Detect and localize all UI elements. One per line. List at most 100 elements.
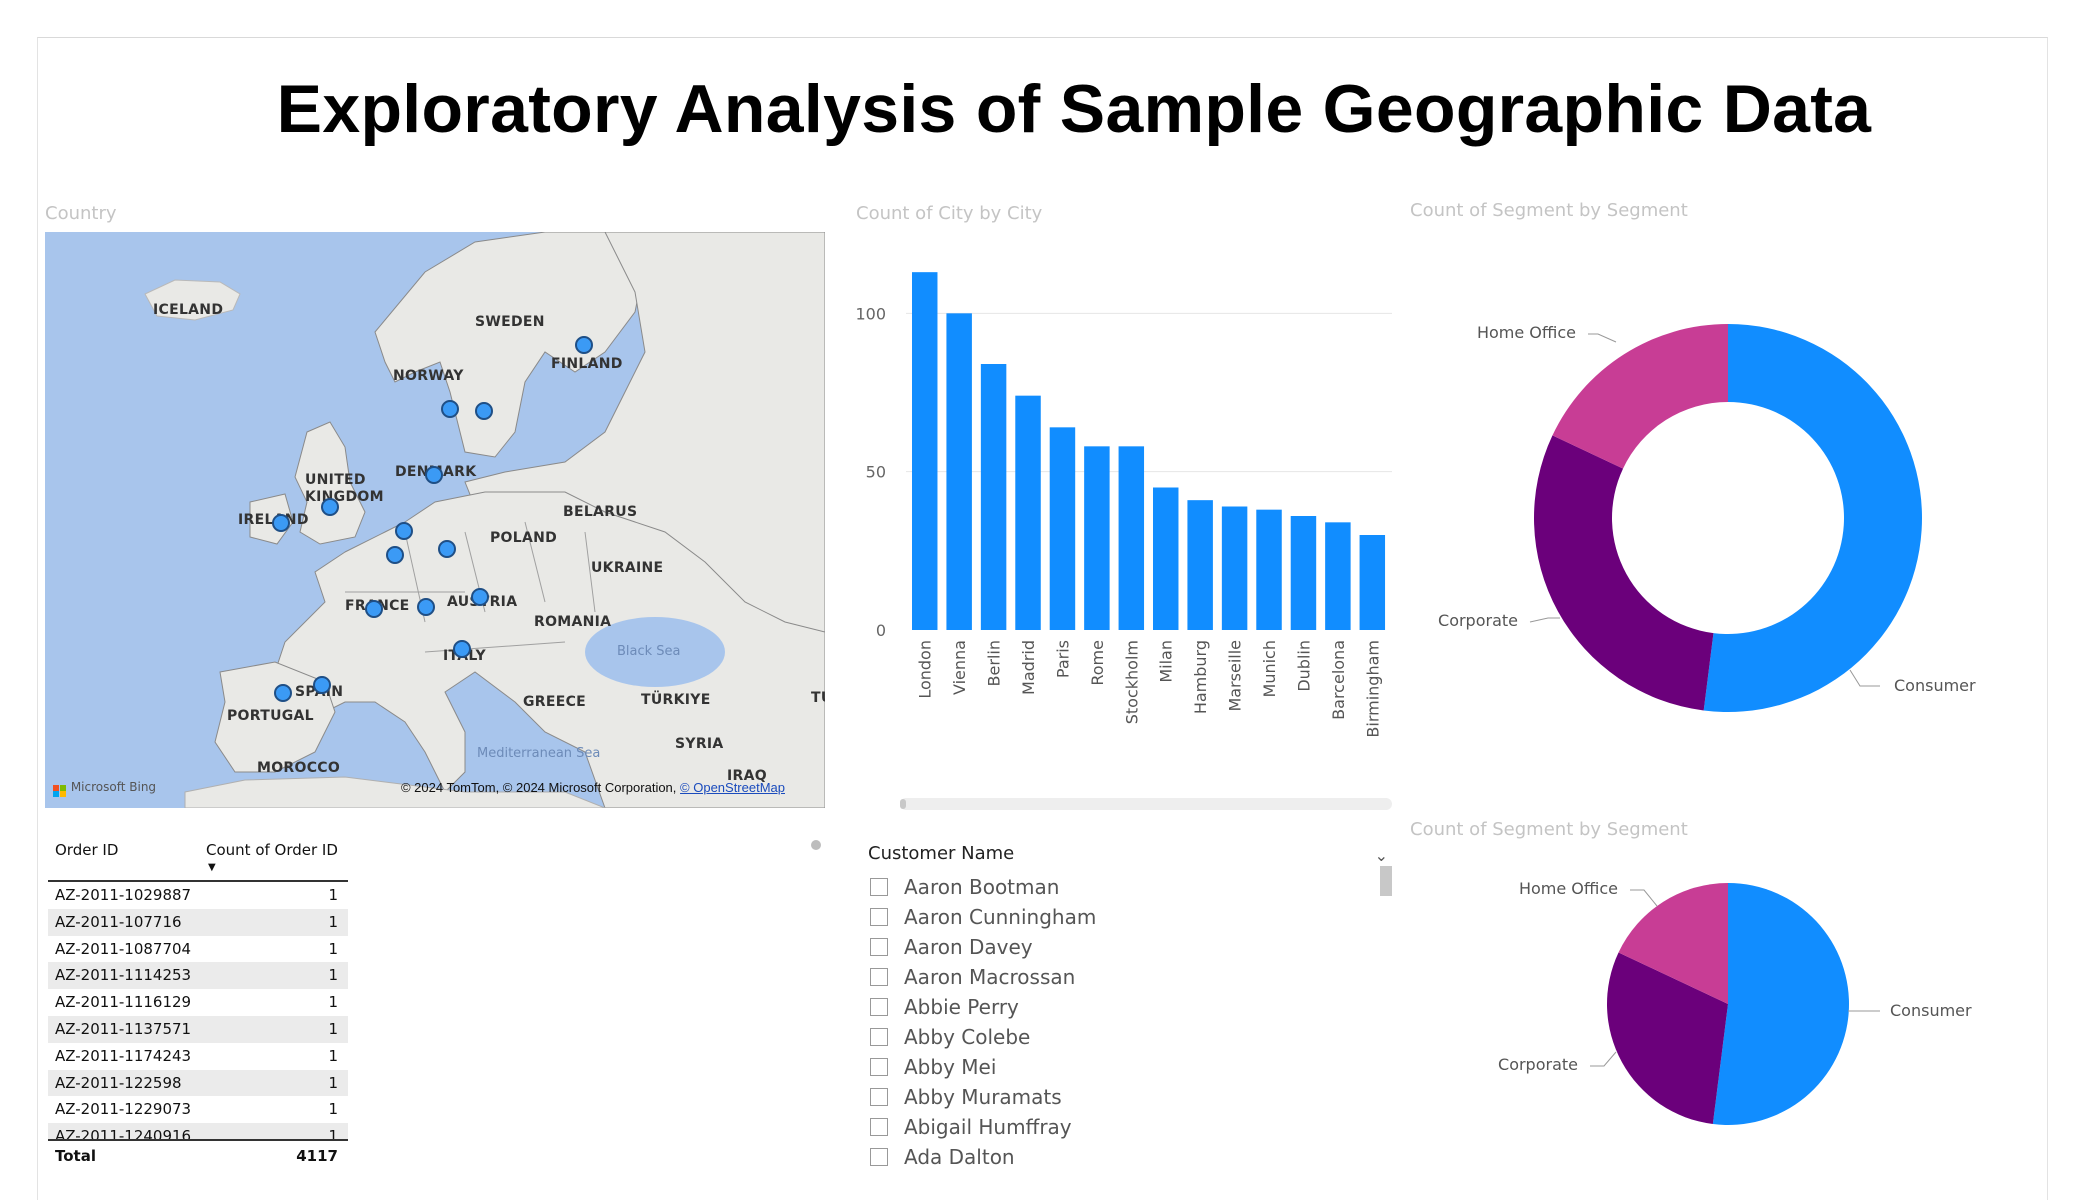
bar[interactable] bbox=[912, 272, 938, 630]
bar[interactable] bbox=[1118, 446, 1145, 630]
x-tick-label: Madrid bbox=[1019, 640, 1038, 695]
slice[interactable] bbox=[1712, 883, 1850, 1125]
openstreetmap-link[interactable]: © OpenStreetMap bbox=[680, 780, 785, 795]
checkbox[interactable] bbox=[870, 968, 888, 986]
bar[interactable] bbox=[980, 364, 1007, 630]
count-cell: 1 bbox=[328, 1073, 338, 1092]
map-marker[interactable] bbox=[453, 640, 471, 658]
bar[interactable] bbox=[1221, 506, 1248, 631]
total-value: 4117 bbox=[296, 1147, 338, 1166]
column-header-order-id[interactable]: Order ID bbox=[55, 841, 119, 859]
table-row[interactable]: AZ-2011-1137571 1 bbox=[48, 1015, 348, 1043]
slicer-item[interactable]: Abby Muramats bbox=[868, 1082, 1398, 1112]
bar-chart[interactable]: 0 50 100 London Vienna Berlin Madrid Paris Rome S… bbox=[846, 240, 1406, 800]
map-marker[interactable] bbox=[471, 588, 489, 606]
map-marker[interactable] bbox=[365, 600, 383, 618]
slice[interactable] bbox=[1703, 324, 1923, 712]
chevron-down-icon[interactable]: ⌄ bbox=[1374, 846, 1388, 865]
table-row[interactable]: AZ-2011-1029887 1 bbox=[48, 882, 348, 909]
map-marker[interactable] bbox=[438, 540, 456, 558]
map-marker[interactable] bbox=[475, 402, 493, 420]
table-row[interactable]: AZ-2011-1087704 1 bbox=[48, 936, 348, 963]
slicer-scrollbar[interactable] bbox=[1380, 866, 1392, 896]
slice[interactable] bbox=[1534, 435, 1714, 711]
slicer-item[interactable]: Aaron Bootman bbox=[868, 872, 1398, 902]
table-row[interactable]: AZ-2011-1116129 1 bbox=[48, 989, 348, 1016]
order-id-cell: AZ-2011-1240916 bbox=[55, 1127, 192, 1140]
bar[interactable] bbox=[1084, 446, 1110, 630]
bar[interactable] bbox=[1015, 395, 1041, 630]
checkbox[interactable] bbox=[870, 878, 888, 896]
pie-chart[interactable]: Consumer Corporate Home Office bbox=[1410, 860, 2030, 1160]
bar-chart-scrollbar[interactable] bbox=[900, 798, 1392, 810]
count-cell: 1 bbox=[328, 939, 338, 958]
bar[interactable] bbox=[1359, 535, 1386, 630]
slice[interactable] bbox=[1618, 883, 1728, 1004]
donut-chart[interactable]: Consumer Corporate Home Office bbox=[1410, 290, 2030, 740]
checkbox[interactable] bbox=[870, 1088, 888, 1106]
table-row[interactable]: AZ-2011-1229073 1 bbox=[48, 1096, 348, 1123]
slicer-item[interactable]: Abby Colebe bbox=[868, 1022, 1398, 1052]
slice[interactable] bbox=[1552, 324, 1728, 469]
bar[interactable] bbox=[1325, 522, 1351, 630]
bar[interactable] bbox=[1049, 427, 1076, 630]
scrollbar-thumb[interactable] bbox=[900, 799, 906, 809]
column-header-count[interactable]: Count of Order ID bbox=[206, 841, 338, 859]
count-cell: 1 bbox=[328, 1100, 338, 1119]
checkbox[interactable] bbox=[870, 1148, 888, 1166]
checkbox[interactable] bbox=[870, 998, 888, 1016]
x-tick-label: London bbox=[916, 640, 935, 699]
x-tick-label: Birmingham bbox=[1363, 640, 1382, 738]
slicer-item[interactable]: Ada Dalton bbox=[868, 1142, 1398, 1172]
donut-chart-title: Count of Segment by Segment bbox=[1410, 200, 1688, 221]
bar[interactable] bbox=[946, 313, 972, 630]
map-marker[interactable] bbox=[313, 676, 331, 694]
table-row[interactable]: AZ-2011-1114253 1 bbox=[48, 962, 348, 990]
table-row[interactable]: AZ-2011-107716 1 bbox=[48, 908, 348, 936]
bar[interactable] bbox=[1256, 509, 1282, 630]
slice[interactable] bbox=[1607, 952, 1728, 1125]
map-label-sweden: SWEDEN bbox=[475, 314, 545, 330]
map-marker[interactable] bbox=[272, 514, 290, 532]
x-tick-label: Barcelona bbox=[1329, 640, 1348, 720]
bar[interactable] bbox=[1187, 500, 1213, 630]
order-id-cell: AZ-2011-1137571 bbox=[55, 1019, 192, 1038]
table-row[interactable]: AZ-2011-1174243 1 bbox=[48, 1043, 348, 1070]
map-marker[interactable] bbox=[321, 498, 339, 516]
order-id-cell: AZ-2011-1116129 bbox=[55, 993, 192, 1012]
visual-options-dot[interactable] bbox=[811, 840, 821, 850]
slicer-item[interactable]: Abbie Perry bbox=[868, 992, 1398, 1022]
map-marker[interactable] bbox=[395, 522, 413, 540]
y-tick-label: 0 bbox=[876, 621, 886, 640]
bar[interactable] bbox=[1290, 516, 1317, 630]
map-marker[interactable] bbox=[417, 598, 435, 616]
map-marker[interactable] bbox=[425, 466, 443, 484]
slice-label: Corporate bbox=[1498, 1055, 1578, 1074]
checkbox[interactable] bbox=[870, 1028, 888, 1046]
slicer-item[interactable]: Abby Mei bbox=[868, 1052, 1398, 1082]
slicer-item[interactable]: Aaron Davey bbox=[868, 932, 1398, 962]
checkbox[interactable] bbox=[870, 1118, 888, 1136]
map-marker[interactable] bbox=[441, 400, 459, 418]
slicer-item-label: Aaron Bootman bbox=[904, 875, 1060, 899]
slicer-header[interactable]: Customer Name ⌄ bbox=[868, 836, 1398, 872]
map-marker[interactable] bbox=[575, 336, 593, 354]
slicer-item-label: Abigail Humffray bbox=[904, 1115, 1072, 1139]
checkbox[interactable] bbox=[870, 1058, 888, 1076]
country-map[interactable]: ICELAND SWEDEN NORWAY FINLAND DENMARK UN… bbox=[45, 232, 825, 808]
table-row[interactable]: AZ-2011-122598 1 bbox=[48, 1069, 348, 1097]
sort-descending-icon[interactable]: ▼ bbox=[208, 862, 216, 873]
bar[interactable] bbox=[1153, 487, 1179, 631]
slicer-item[interactable]: Aaron Cunningham bbox=[868, 902, 1398, 932]
slicer-item[interactable]: Abigail Humffray bbox=[868, 1112, 1398, 1142]
table-row[interactable]: AZ-2011-1240916 1 bbox=[48, 1123, 348, 1140]
map-label-uk: UNITED KINGDOM bbox=[305, 472, 384, 505]
slicer-item[interactable]: Aaron Macrossan bbox=[868, 962, 1398, 992]
map-marker[interactable] bbox=[274, 684, 292, 702]
checkbox[interactable] bbox=[870, 908, 888, 926]
checkbox[interactable] bbox=[870, 938, 888, 956]
slice-label: Home Office bbox=[1477, 323, 1576, 342]
slicer-item-label: Abbie Perry bbox=[904, 995, 1019, 1019]
map-label-iceland: ICELAND bbox=[153, 302, 224, 318]
map-marker[interactable] bbox=[386, 546, 404, 564]
